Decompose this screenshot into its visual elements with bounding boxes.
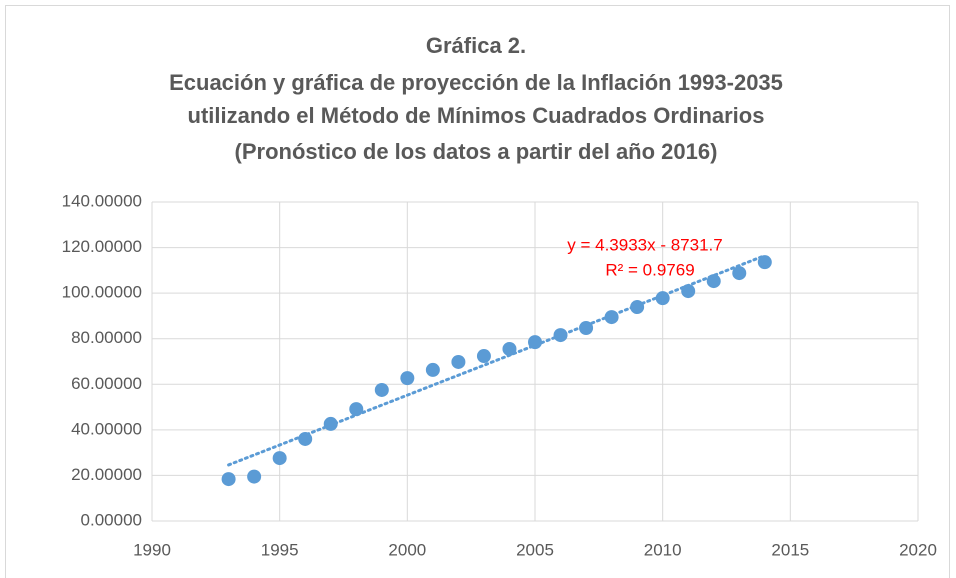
y-tick-label: 100.00000 bbox=[62, 283, 142, 302]
point bbox=[374, 382, 389, 397]
chart-frame bbox=[5, 5, 950, 578]
y-tick-label: 40.00000 bbox=[71, 419, 142, 438]
chart-title: Gráfica 2. bbox=[426, 33, 526, 58]
annotation: y = 4.3933x - 8731.7 bbox=[567, 235, 722, 254]
point bbox=[400, 371, 415, 386]
point bbox=[528, 335, 542, 350]
point bbox=[579, 321, 594, 336]
chart-title: (Pronóstico de los datos a partir del añ… bbox=[235, 139, 718, 164]
point bbox=[655, 291, 670, 306]
x-tick-label: 2020 bbox=[899, 540, 937, 559]
y-tick-label: 140.00000 bbox=[62, 191, 142, 210]
y-tick-label: 0.00000 bbox=[81, 510, 142, 529]
x-tick-label: 1995 bbox=[261, 540, 299, 559]
point bbox=[323, 416, 338, 431]
point bbox=[502, 341, 517, 356]
x-tick-label: 2010 bbox=[644, 540, 682, 559]
chart-title: utilizando el Método de Mínimos Cuadrado… bbox=[188, 103, 765, 128]
point bbox=[247, 469, 262, 484]
point bbox=[298, 431, 313, 446]
x-tick-label: 2005 bbox=[516, 540, 554, 559]
point bbox=[706, 274, 721, 289]
chart-title: Ecuación y gráfica de proyección de la I… bbox=[169, 70, 783, 95]
y-tick-label: 20.00000 bbox=[71, 465, 142, 484]
point bbox=[604, 310, 619, 325]
y-tick-label: 60.00000 bbox=[71, 374, 142, 393]
point bbox=[681, 284, 696, 299]
point bbox=[425, 362, 440, 377]
trendline bbox=[227, 254, 767, 467]
y-tick-label: 120.00000 bbox=[62, 237, 142, 256]
x-tick-label: 2015 bbox=[771, 540, 809, 559]
point bbox=[451, 354, 466, 369]
point bbox=[221, 472, 236, 487]
point bbox=[757, 255, 772, 270]
x-tick-label: 1990 bbox=[133, 540, 171, 559]
point bbox=[553, 328, 568, 343]
y-tick-label: 80.00000 bbox=[71, 328, 142, 347]
point bbox=[272, 451, 287, 466]
point bbox=[349, 402, 364, 417]
point bbox=[476, 349, 491, 364]
point bbox=[732, 266, 747, 281]
annotation: R² = 0.9769 bbox=[605, 260, 694, 279]
x-tick-label: 2000 bbox=[388, 540, 426, 559]
point bbox=[630, 300, 645, 315]
